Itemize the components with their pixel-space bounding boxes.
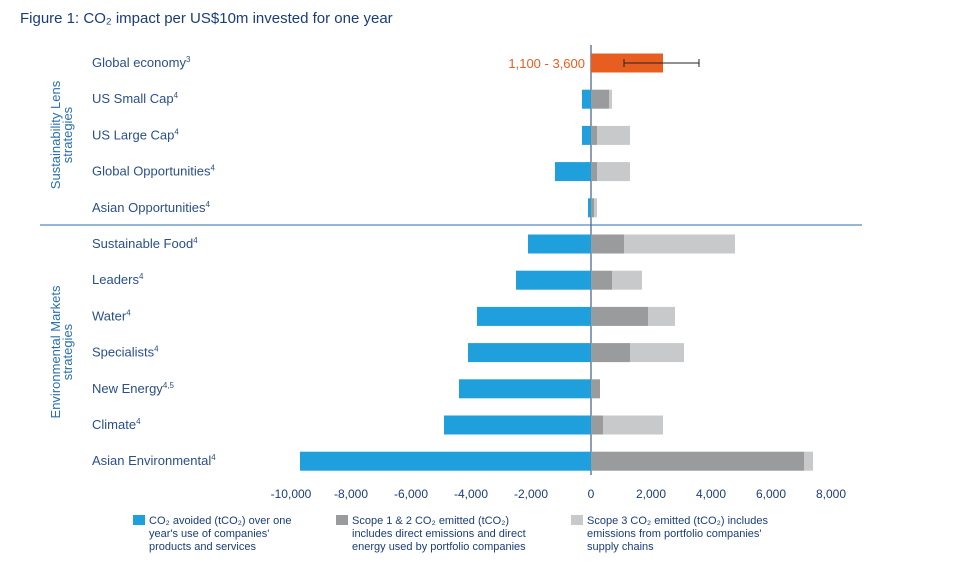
category-footnote: 4 — [154, 345, 159, 354]
group-label-line2: strategies — [60, 323, 75, 380]
bar-co2-avoided — [555, 162, 591, 182]
category-label: US Small Cap4 — [92, 91, 179, 106]
legend-label: Scope 1 & 2 CO₂ emitted (tCO₂) — [352, 515, 509, 527]
category-label: Global economy3 — [92, 55, 191, 70]
bar-scope12-emitted — [591, 343, 630, 363]
category-footnote: 4 — [136, 417, 141, 426]
x-tick-label: -10,000 — [271, 487, 312, 501]
category-footnote: 4 — [174, 91, 179, 100]
bar-co2-avoided — [528, 234, 591, 254]
bar-scope12-emitted — [591, 89, 609, 109]
category-label: Asian Environmental4 — [92, 453, 216, 468]
bar-scope3-emitted — [603, 415, 663, 435]
legend-label: energy used by portfolio companies — [352, 541, 526, 553]
legend-label: CO₂ avoided (tCO₂) over one — [149, 515, 291, 527]
category-footnote: 3 — [186, 55, 191, 64]
group-label-line2: strategies — [60, 106, 75, 163]
bar-co2-avoided — [444, 415, 591, 435]
bar-co2-avoided — [300, 451, 591, 471]
legend-swatch — [571, 515, 583, 525]
bar-scope12-emitted — [591, 270, 612, 290]
bar-scope12-emitted — [591, 379, 600, 399]
bar-scope12-emitted — [591, 415, 603, 435]
category-footnote: 4 — [211, 453, 216, 462]
x-tick-label: -6,000 — [394, 487, 428, 501]
category-label: Water4 — [92, 308, 131, 323]
x-tick-label: -2,000 — [514, 487, 548, 501]
bar-scope3-emitted — [597, 162, 630, 182]
legend-label: Scope 3 CO₂ emitted (tCO₂) includes — [587, 515, 768, 527]
legend-label: includes direct emissions and direct — [352, 528, 526, 540]
category-footnote: 4 — [139, 272, 144, 281]
x-tick-label: 8,000 — [816, 487, 846, 501]
legend-swatch — [133, 515, 145, 525]
x-tick-label: 2,000 — [636, 487, 666, 501]
bar-scope12-emitted — [591, 451, 804, 471]
category-label: Specialists4 — [92, 345, 159, 360]
category-label: Climate4 — [92, 417, 141, 432]
bar-scope3-emitted — [609, 89, 612, 109]
legend-label: year's use of companies' — [149, 528, 269, 540]
bar-scope12-emitted — [591, 234, 624, 254]
bar-scope3-emitted — [624, 234, 735, 254]
legend-label: supply chains — [587, 541, 654, 553]
category-label: Sustainable Food4 — [92, 236, 198, 251]
category-footnote: 4 — [174, 127, 179, 136]
bar-scope3-emitted — [594, 198, 597, 218]
bar-co2-avoided — [582, 89, 591, 109]
category-label: Asian Opportunities4 — [92, 200, 210, 215]
x-tick-label: -4,000 — [454, 487, 488, 501]
bar-scope12-emitted — [591, 162, 597, 182]
legend-label: products and services — [149, 541, 256, 553]
category-footnote: 4 — [193, 236, 198, 245]
bar-scope12-emitted — [591, 198, 594, 218]
category-label: US Large Cap4 — [92, 127, 179, 142]
legend-swatch — [336, 515, 348, 525]
bar-scope12-emitted — [591, 125, 597, 145]
bar-co2-avoided — [516, 270, 591, 290]
global-economy-range-label: 1,100 - 3,600 — [508, 56, 585, 71]
category-label: Global Opportunities4 — [92, 164, 216, 179]
bar-scope3-emitted — [612, 270, 642, 290]
category-footnote: 4 — [211, 164, 216, 173]
x-tick-label: 0 — [588, 487, 595, 501]
category-footnote: 4 — [126, 308, 131, 317]
bar-scope3-emitted — [597, 125, 630, 145]
chart-title: Figure 1: CO₂ impact per US$10m invested… — [20, 10, 393, 27]
bar-scope3-emitted — [804, 451, 813, 471]
category-footnote: 4,5 — [163, 381, 175, 390]
bar-scope3-emitted — [630, 343, 684, 363]
bar-co2-avoided — [459, 379, 591, 399]
category-label: New Energy4,5 — [92, 381, 174, 396]
bar-scope12-emitted — [591, 306, 648, 326]
bar-co2-avoided — [582, 125, 591, 145]
x-tick-label: -8,000 — [334, 487, 368, 501]
legend-label: emissions from portfolio companies' — [587, 528, 762, 540]
category-label: Leaders4 — [92, 272, 144, 287]
category-footnote: 4 — [205, 200, 210, 209]
bar-co2-avoided — [588, 198, 591, 218]
group-label-line1: Environmental Markets — [48, 285, 63, 418]
bar-co2-avoided — [477, 306, 591, 326]
group-label-line1: Sustainability Lens — [48, 80, 63, 189]
bar-scope3-emitted — [648, 306, 675, 326]
bar-co2-avoided — [468, 343, 591, 363]
x-tick-label: 4,000 — [696, 487, 726, 501]
x-tick-label: 6,000 — [756, 487, 786, 501]
